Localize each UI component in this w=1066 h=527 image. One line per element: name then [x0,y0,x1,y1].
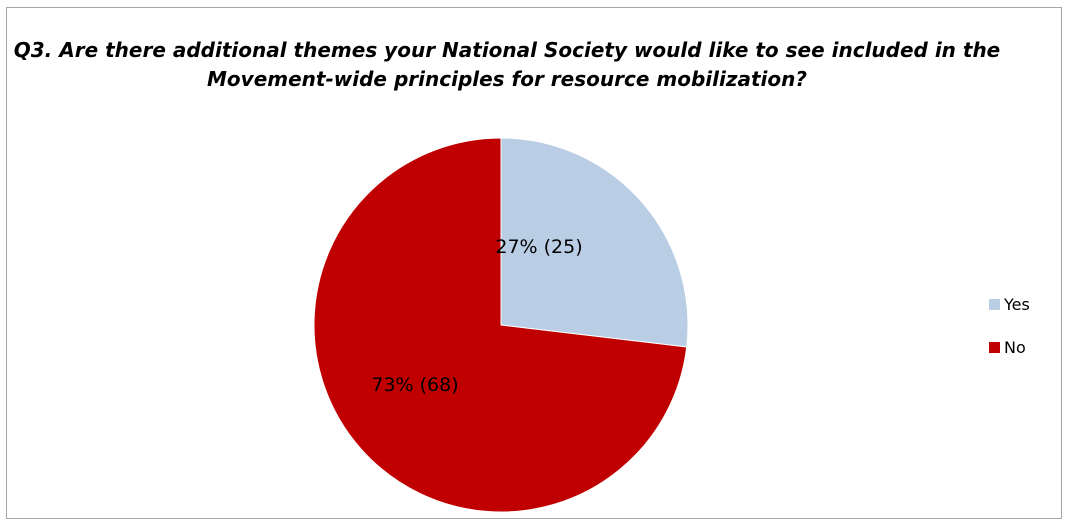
chart-title: Q3. Are there additional themes your Nat… [13,38,1001,91]
slice-label-no: 73% (68) [371,374,458,396]
legend-swatch-no [989,342,1000,353]
pie-chart: 27% (25) 73% (68) [313,137,689,513]
legend-label-yes: Yes [1004,295,1030,314]
legend: Yes No [989,293,1030,379]
legend-item-yes: Yes [989,293,1030,316]
legend-item-no: No [989,336,1030,359]
legend-swatch-yes [989,299,1000,310]
legend-label-no: No [1004,338,1026,357]
pie-slice-no [313,137,688,513]
pie-slice-yes [500,137,689,348]
slice-label-yes: 27% (25) [495,236,582,258]
chart-frame: Q3. Are there additional themes your Nat… [6,7,1062,519]
